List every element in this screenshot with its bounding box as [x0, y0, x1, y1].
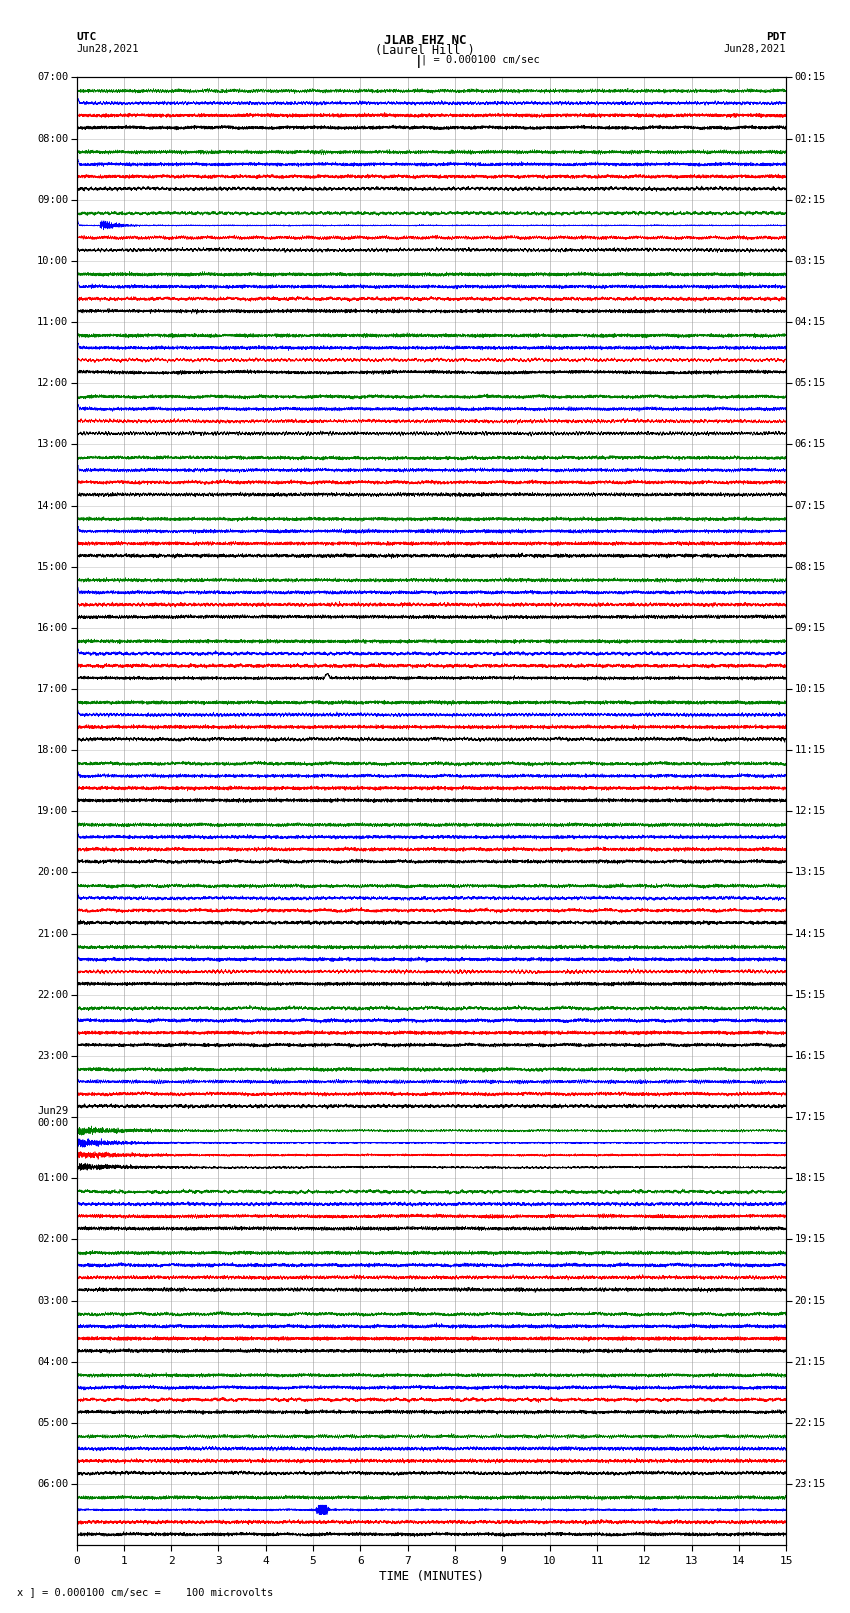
Text: UTC: UTC: [76, 32, 97, 42]
Text: x ] = 0.000100 cm/sec =    100 microvolts: x ] = 0.000100 cm/sec = 100 microvolts: [17, 1587, 273, 1597]
Text: JLAB EHZ NC: JLAB EHZ NC: [383, 34, 467, 47]
Text: PDT: PDT: [766, 32, 786, 42]
Text: |: |: [415, 55, 422, 68]
Text: | = 0.000100 cm/sec: | = 0.000100 cm/sec: [421, 55, 540, 66]
Text: Jun28,2021: Jun28,2021: [723, 44, 786, 53]
Text: Jun28,2021: Jun28,2021: [76, 44, 139, 53]
Text: (Laurel Hill ): (Laurel Hill ): [375, 44, 475, 56]
X-axis label: TIME (MINUTES): TIME (MINUTES): [379, 1569, 484, 1582]
